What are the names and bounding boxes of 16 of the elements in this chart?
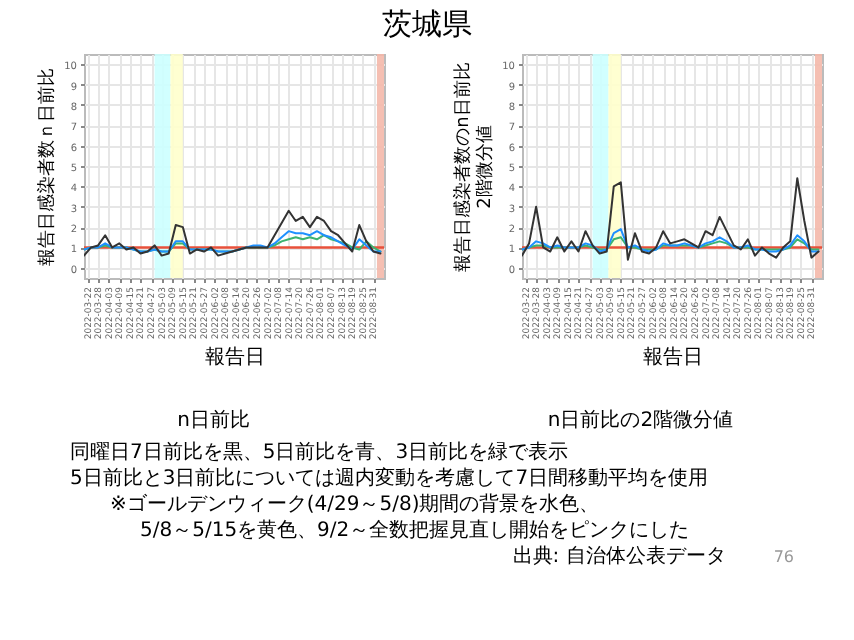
text: n日前比 [177,407,250,434]
text: 同曜日7日前比を黒、5日前比を青、3日前比を緑で表示 [68,440,571,466]
text: ※ゴールデンウィーク(4/29～5/8)期間の背景を水色、 [108,492,602,518]
line-series [522,228,820,253]
text: 5日前比と3日前比については週内変動を考慮して7日間移動平均を使用 [68,466,711,492]
line-series [84,209,382,257]
x-axis-title: 報告日 [205,345,266,370]
y-axis-title: 報告日感染者数のn日前比 2階微分値 [452,62,497,272]
y-axis-title: 報告日感染者数ｎ日前比 [36,68,59,266]
chart-title: 茨城県 [380,6,474,46]
text: 5/8～5/15を黄色、9/2～全数把握見直し開始をピンクにした [138,518,692,544]
line-series [522,177,820,261]
x-axis-title: 報告日 [643,345,704,370]
text: 76 [773,546,794,570]
source-note: 出典: 自治体公表データ [512,544,726,570]
text: n日前比の2階微分値 [547,407,734,434]
